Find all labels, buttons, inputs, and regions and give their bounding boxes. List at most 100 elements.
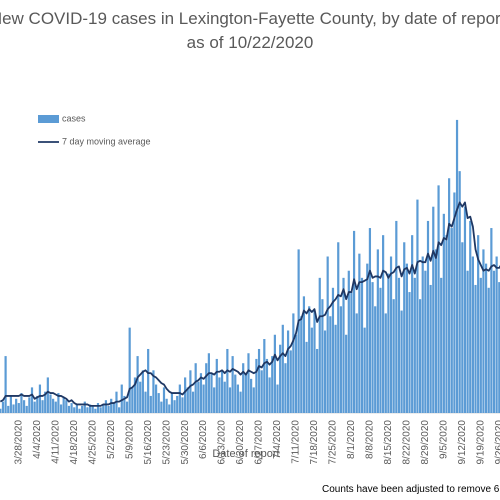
bar (294, 334, 298, 413)
legend-swatch (38, 115, 59, 123)
bar (281, 324, 284, 413)
bar (490, 228, 493, 413)
bar (329, 316, 332, 413)
bar (413, 277, 416, 413)
bar (440, 277, 443, 413)
x-tick-label: 5/16/2020 (143, 420, 154, 465)
bar (184, 377, 187, 413)
bar (96, 403, 100, 413)
bar (54, 401, 57, 413)
bar (168, 404, 171, 413)
bar (136, 356, 139, 413)
x-axis-title: Date of report (212, 448, 279, 460)
bar (487, 287, 490, 413)
bar (397, 277, 401, 413)
bar (197, 381, 200, 413)
bar (99, 407, 102, 413)
bar (455, 119, 459, 413)
x-tick-label: 6/27/2020 (254, 420, 265, 465)
bar (178, 384, 181, 413)
bar (484, 263, 488, 413)
bar (131, 387, 134, 413)
bar (20, 393, 23, 413)
bar (17, 403, 20, 413)
bar (162, 387, 166, 413)
bar (149, 395, 152, 413)
bar (276, 384, 279, 413)
bar (358, 253, 361, 413)
bar (1, 401, 5, 413)
bar (247, 353, 250, 413)
bar (352, 230, 356, 413)
bar (110, 398, 113, 413)
bar (157, 393, 160, 413)
bar (144, 391, 147, 413)
bar (313, 310, 316, 413)
bar (498, 282, 500, 413)
bar (400, 310, 403, 413)
bar (408, 292, 411, 413)
bar (316, 348, 319, 413)
bar (418, 299, 422, 413)
bar (173, 400, 176, 413)
bar (181, 397, 184, 413)
bar (210, 373, 213, 413)
bar (337, 242, 340, 413)
bar (194, 363, 197, 413)
bar (128, 327, 131, 413)
bar (260, 370, 263, 413)
bar (347, 270, 350, 413)
bar (236, 384, 240, 413)
bar (83, 401, 86, 413)
bar (59, 404, 63, 413)
bar (434, 249, 438, 413)
x-tick-label: 7/18/2020 (309, 420, 320, 465)
bar (442, 213, 445, 413)
bar (289, 350, 292, 413)
bar (355, 313, 358, 413)
legend-label: cases (62, 113, 86, 123)
x-tick-label: 8/29/2020 (420, 420, 431, 465)
x-tick-label: 9/19/2020 (475, 420, 486, 465)
bar (12, 404, 15, 413)
bar (384, 313, 387, 413)
bar (94, 408, 97, 413)
bar (78, 408, 81, 413)
bar (73, 407, 76, 413)
x-tick-label: 9/5/2020 (438, 420, 449, 459)
bar (463, 206, 467, 413)
bar (46, 377, 49, 413)
bar (9, 395, 12, 413)
bar (255, 358, 258, 413)
bar (284, 363, 287, 413)
bar (228, 387, 232, 413)
x-tick-label: 6/13/2020 (217, 420, 228, 465)
bar (91, 405, 94, 413)
bar (125, 401, 129, 413)
legend-label: 7 day moving average (62, 136, 151, 146)
bar (112, 403, 115, 413)
bar (403, 242, 406, 413)
bar (70, 403, 73, 413)
x-tick-label: 6/20/2020 (235, 420, 246, 465)
bar (308, 306, 311, 413)
bar (189, 370, 192, 413)
bar (466, 270, 469, 413)
bar (429, 284, 432, 413)
bar (4, 356, 7, 413)
bar (165, 398, 168, 413)
bar (461, 242, 464, 413)
bar (471, 256, 474, 413)
moving-average-line (0, 201, 500, 407)
x-tick-label: 7/4/2020 (272, 420, 283, 459)
bar (223, 381, 226, 413)
x-tick-label: 4/25/2020 (87, 420, 98, 465)
bar (395, 220, 398, 413)
x-tick-label: 5/2/2020 (106, 420, 117, 459)
bar (448, 178, 451, 413)
bar (234, 374, 237, 413)
bar (75, 404, 78, 413)
bar (186, 387, 189, 413)
